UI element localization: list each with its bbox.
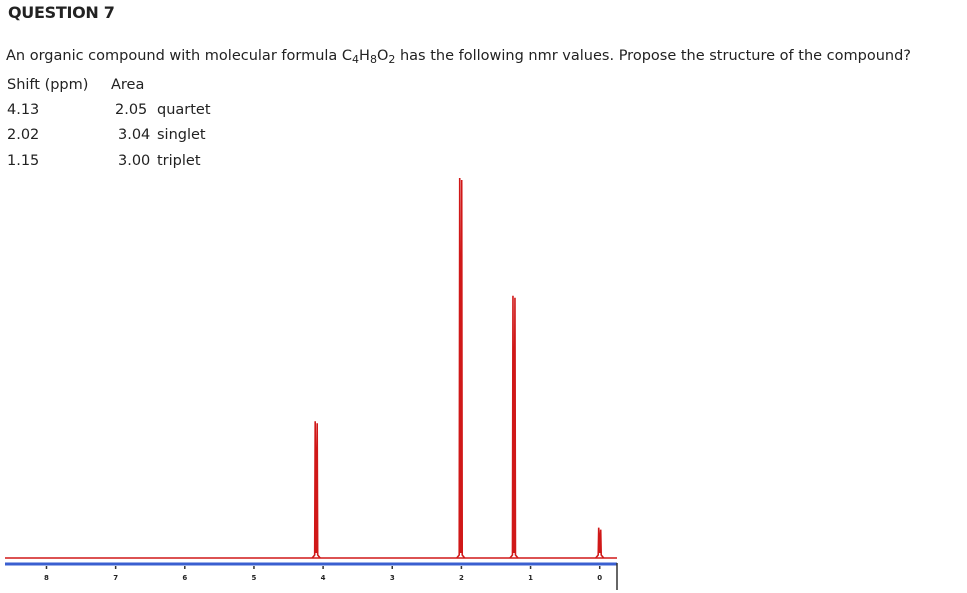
table-cell: 2.05 (115, 102, 148, 118)
table-cell: 1.15 (7, 153, 40, 169)
question-text: has the following nmr values. Propose th… (399, 48, 911, 64)
element: O (376, 48, 389, 64)
x-tick-label: 8 (44, 574, 49, 582)
table-cell: 3.00 (118, 153, 151, 169)
table-cell: singlet (157, 127, 206, 143)
x-tick-label: 4 (321, 574, 326, 582)
x-tick-label: 6 (182, 574, 187, 582)
peak (595, 527, 605, 559)
question: An organic compound with molecular formu… (6, 48, 911, 66)
table-cell: 3.04 (118, 127, 151, 143)
title: QUESTION 7 (8, 3, 115, 22)
formula: C4H8O2 (341, 48, 396, 66)
count: 2 (388, 53, 396, 66)
table-cell: triplet (157, 153, 201, 169)
x-tick-label: 3 (390, 574, 395, 582)
table-cell: 2.02 (7, 127, 40, 143)
peak (509, 295, 519, 559)
peak (311, 421, 321, 559)
x-tick-label: 2 (459, 574, 464, 582)
element: C (341, 48, 353, 64)
element: H (359, 48, 370, 64)
count: 4 (352, 53, 360, 66)
x-tick-label: 0 (597, 574, 602, 582)
peak (456, 177, 466, 559)
x-tick-label: 5 (252, 574, 257, 582)
table-cell: 4.13 (7, 102, 40, 118)
count: 8 (369, 53, 377, 66)
x-tick-label: 1 (528, 574, 533, 582)
table-cell: quartet (157, 102, 211, 118)
question-text: An organic compound with molecular formu… (6, 48, 338, 64)
x-tick-label: 7 (113, 574, 118, 582)
table-header: Area (111, 77, 145, 93)
table-header: Shift (ppm) (7, 77, 89, 93)
